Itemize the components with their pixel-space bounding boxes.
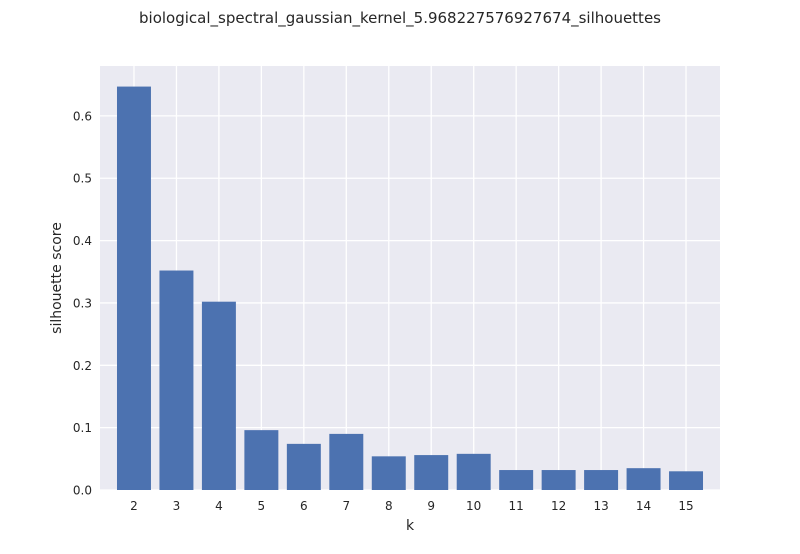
y-tick-label: 0.0	[73, 484, 92, 498]
x-tick-label: 3	[173, 499, 181, 513]
bar-k-2	[116, 86, 151, 490]
x-tick-label: 13	[593, 499, 608, 513]
x-tick-label: 9	[427, 499, 435, 513]
x-tick-label: 12	[551, 499, 566, 513]
x-tick-label: 10	[466, 499, 481, 513]
y-axis-label: silhouette score	[49, 222, 65, 334]
y-tick-label: 0.3	[73, 296, 92, 310]
x-tick-labels: 2 3 4 5 6 7 8 9 10 11 12 13 14 15	[130, 499, 694, 513]
bar-k-7	[329, 433, 364, 490]
bar-k-5	[244, 430, 279, 490]
bar-k-14	[626, 468, 661, 490]
bar-k-3	[159, 270, 194, 490]
bar-k-6	[286, 443, 321, 490]
bar-k-9	[414, 455, 449, 490]
x-tick-label: 4	[215, 499, 223, 513]
y-tick-label: 0.1	[73, 421, 92, 435]
x-tick-label: 7	[342, 499, 350, 513]
bar-k-8	[371, 456, 406, 490]
bar-k-13	[584, 470, 619, 490]
y-tick-label: 0.5	[73, 172, 92, 186]
bar-k-10	[456, 453, 491, 490]
x-tick-label: 2	[130, 499, 138, 513]
y-tick-labels: 0.0 0.1 0.2 0.3 0.4 0.5 0.6	[73, 109, 92, 497]
bar-k-11	[499, 470, 534, 490]
y-tick-label: 0.2	[73, 359, 92, 373]
x-tick-label: 6	[300, 499, 308, 513]
y-tick-label: 0.4	[73, 234, 92, 248]
chart-title: biological_spectral_gaussian_kernel_5.96…	[139, 9, 661, 28]
bar-k-15	[669, 471, 704, 490]
y-tick-label: 0.6	[73, 109, 92, 123]
bar-k-4	[201, 301, 236, 490]
x-tick-label: 11	[509, 499, 524, 513]
x-tick-label: 5	[258, 499, 266, 513]
x-axis-label: k	[406, 518, 415, 534]
x-tick-label: 8	[385, 499, 393, 513]
x-tick-label: 14	[636, 499, 651, 513]
bars	[116, 86, 704, 490]
x-tick-label: 15	[678, 499, 693, 513]
bar-k-12	[541, 470, 576, 490]
